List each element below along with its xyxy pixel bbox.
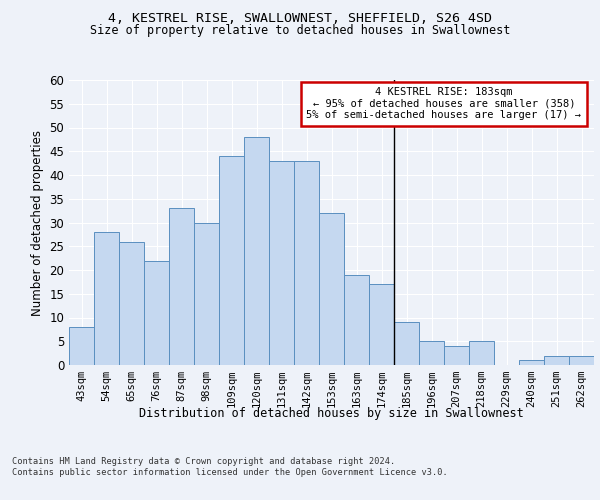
Bar — [169, 208, 194, 365]
Bar — [69, 327, 94, 365]
Bar — [219, 156, 244, 365]
Text: Distribution of detached houses by size in Swallownest: Distribution of detached houses by size … — [139, 408, 524, 420]
Bar — [294, 161, 319, 365]
Bar — [269, 161, 294, 365]
Bar — [194, 222, 219, 365]
Text: Contains HM Land Registry data © Crown copyright and database right 2024.
Contai: Contains HM Land Registry data © Crown c… — [12, 458, 448, 477]
Bar — [544, 356, 569, 365]
Bar — [344, 275, 369, 365]
Bar — [444, 346, 469, 365]
Text: Size of property relative to detached houses in Swallownest: Size of property relative to detached ho… — [90, 24, 510, 37]
Bar — [119, 242, 144, 365]
Text: 4 KESTREL RISE: 183sqm
← 95% of detached houses are smaller (358)
5% of semi-det: 4 KESTREL RISE: 183sqm ← 95% of detached… — [307, 87, 581, 120]
Bar — [94, 232, 119, 365]
Bar — [244, 137, 269, 365]
Y-axis label: Number of detached properties: Number of detached properties — [31, 130, 44, 316]
Text: 4, KESTREL RISE, SWALLOWNEST, SHEFFIELD, S26 4SD: 4, KESTREL RISE, SWALLOWNEST, SHEFFIELD,… — [108, 12, 492, 26]
Bar — [319, 213, 344, 365]
Bar — [369, 284, 394, 365]
Bar — [144, 260, 169, 365]
Bar — [419, 341, 444, 365]
Bar — [394, 322, 419, 365]
Bar — [469, 341, 494, 365]
Bar — [569, 356, 594, 365]
Bar — [519, 360, 544, 365]
